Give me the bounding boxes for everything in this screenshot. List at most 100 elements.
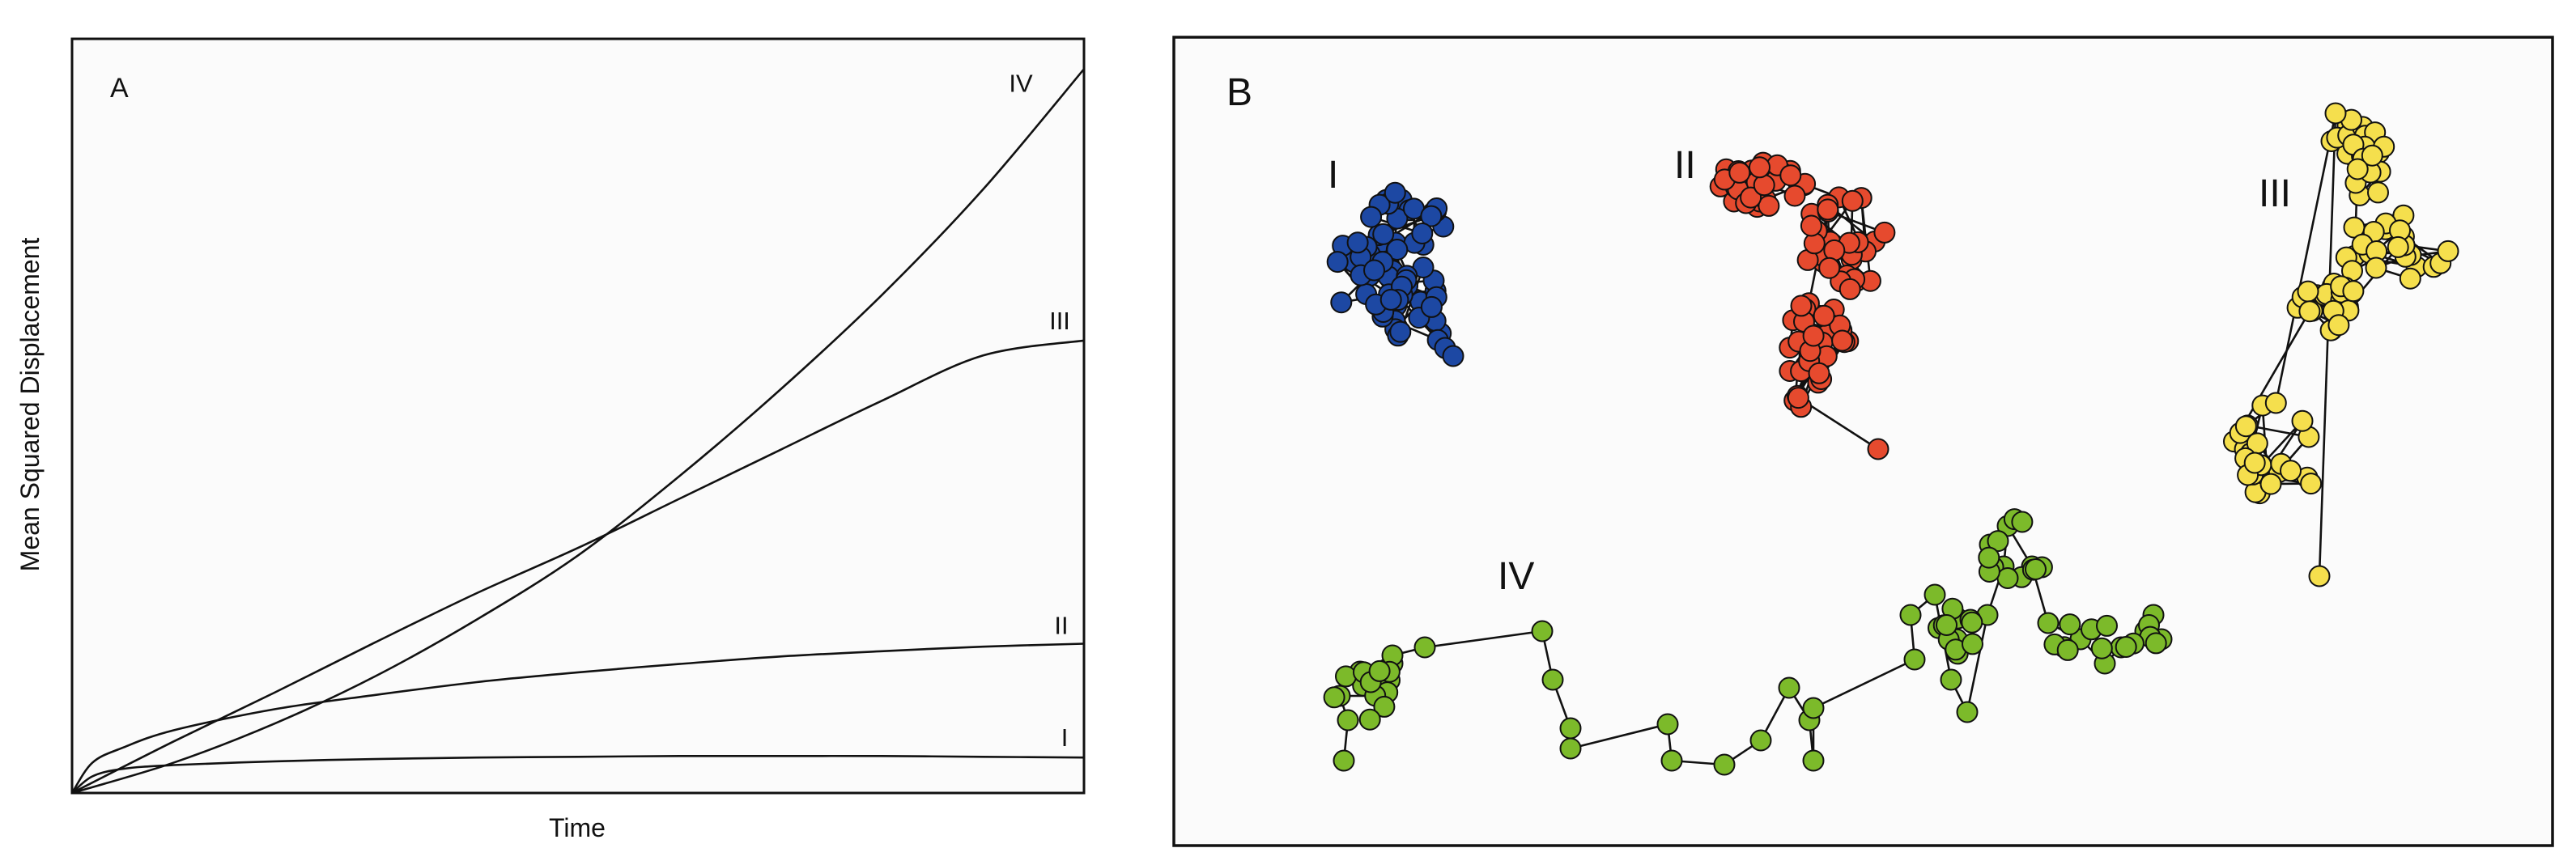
trajectory-point [2300, 473, 2323, 495]
trajectory-point [1420, 205, 1443, 227]
trajectory-point [1541, 668, 1564, 691]
trajectory-point [1753, 174, 1775, 197]
trajectory-point [1363, 259, 1385, 282]
trajectory-step [2275, 112, 2337, 404]
trajectory-point [1787, 387, 1809, 409]
series-label-i: I [1061, 723, 1069, 752]
trajectory-point [1420, 295, 1443, 318]
trajectory-point [1841, 189, 1864, 212]
trajectory-point [1358, 708, 1381, 731]
trajectory-point [1790, 295, 1813, 317]
trajectory-point [2291, 409, 2314, 432]
trajectory-i: I [1326, 154, 1464, 367]
trajectory-point [1337, 709, 1359, 731]
trajectory-point [1323, 686, 1345, 709]
trajectory-step [2318, 112, 2337, 577]
trajectory-point [1413, 636, 1436, 659]
trajectory-point [1817, 198, 1839, 221]
trajectory-point [1802, 697, 1825, 719]
trajectory-point [1758, 194, 1780, 217]
trajectory-iii: III [2223, 102, 2459, 587]
trajectory-step [1966, 614, 1989, 713]
series-line-ii [70, 642, 1085, 794]
trajectory-point [1923, 583, 1946, 606]
trajectory-point [2025, 558, 2047, 580]
trajectory-label-iii: III [2259, 172, 2291, 215]
trajectory-point [2327, 314, 2350, 337]
trajectory-point [2096, 614, 2118, 637]
trajectory-point [1779, 164, 1802, 187]
trajectory-point [2399, 267, 2421, 290]
trajectory-point [1903, 648, 1926, 671]
trajectory-ii: II [1674, 144, 1896, 460]
trajectory-point [1749, 729, 1772, 752]
trajectory-point [1778, 676, 1800, 699]
trajectory-point [2243, 452, 2266, 474]
trajectory-point [2234, 415, 2257, 438]
trajectory-point [1360, 206, 1383, 228]
trajectory-point [1873, 221, 1896, 244]
trajectory-point [1559, 717, 1582, 740]
trajectory-point [2437, 240, 2459, 262]
trajectory-step [1813, 658, 1915, 710]
trajectory-label-ii: II [1674, 144, 1696, 187]
trajectory-point [2259, 473, 2282, 495]
trajectory-point [1330, 291, 1353, 314]
series-line-iii [71, 339, 1085, 795]
trajectory-point [1800, 214, 1822, 237]
trajectory-point [1831, 329, 1854, 352]
y-axis-label: Mean Squared Displacement [15, 238, 45, 572]
trajectory-point [1660, 749, 1683, 772]
trajectory-point [1728, 161, 1751, 184]
trajectory-point [2090, 637, 2113, 659]
trajectory-point [2361, 144, 2383, 167]
panel-letter-b: B [1226, 71, 1252, 114]
series-line-iv [71, 68, 1085, 795]
trajectory-step [1570, 723, 1668, 750]
trajectory-point [1384, 181, 1406, 204]
trajectory-point [2308, 565, 2331, 587]
trajectory-point [1818, 257, 1841, 279]
trajectory-iv: IV [1323, 508, 2173, 776]
trajectory-point [1978, 546, 2000, 569]
trajectory-point [2298, 300, 2321, 323]
trajectory-step [1424, 630, 1543, 649]
trajectory-point [1802, 749, 1825, 772]
trajectory-point [2346, 158, 2369, 180]
trajectory-point [2387, 235, 2409, 258]
trajectory-point [2059, 613, 2081, 636]
trajectory-point [1373, 695, 1396, 718]
trajectory-point [1333, 749, 1355, 772]
trajectory-point [2264, 392, 2287, 414]
trajectory-point [2367, 181, 2389, 204]
trajectory-point [2037, 612, 2060, 634]
trajectory-point [2115, 636, 2137, 658]
trajectory-point [1838, 278, 1861, 300]
trajectory-point [2297, 280, 2319, 303]
series-line-i [71, 754, 1085, 795]
trajectory-point [1962, 633, 1983, 655]
trajectory-point [1803, 232, 1826, 255]
trajectory-point [1749, 156, 1770, 179]
trajectory-label-i: I [1328, 154, 1338, 197]
trajectory-point [1531, 620, 1554, 642]
plot-area [70, 37, 1086, 795]
trajectory-point [1386, 239, 1409, 261]
trajectory-point [1813, 304, 1835, 327]
trajectory-point [1389, 320, 1412, 343]
trajectory-point [2324, 102, 2347, 125]
trajectory-point [1379, 288, 1402, 311]
series-label-iii: III [1049, 307, 1070, 335]
trajectory-point [1368, 659, 1391, 682]
panel-letter-a: A [110, 73, 129, 104]
trajectory-point [1867, 438, 1889, 460]
trajectory-point [1802, 324, 1825, 347]
trajectory-point [2145, 632, 2167, 655]
trajectory-point [2011, 511, 2034, 533]
trajectory-point [2280, 460, 2302, 482]
trajectory-point [1346, 231, 1369, 254]
trajectory-point [1808, 362, 1830, 384]
trajectory-point [1326, 251, 1349, 273]
